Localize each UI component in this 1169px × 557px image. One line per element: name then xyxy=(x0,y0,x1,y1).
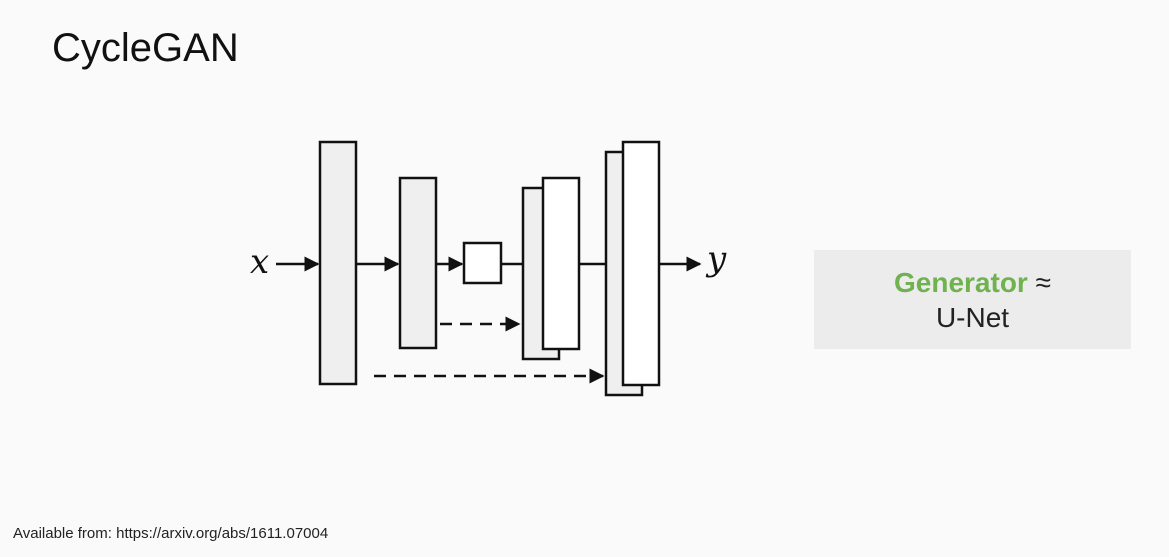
bottleneck-block xyxy=(462,241,503,285)
decoder-block-2 xyxy=(621,140,661,387)
slide-title: CycleGAN xyxy=(52,26,239,70)
callout-highlight: Generator xyxy=(894,266,1028,298)
generator-callout: Generator ≈ U-Net xyxy=(814,250,1131,349)
callout-text: U-Net xyxy=(935,301,1010,333)
encoder-block-2 xyxy=(398,176,438,350)
callout-approx-symbol: ≈ xyxy=(1035,266,1051,298)
citation: Available from: https://arxiv.org/abs/16… xyxy=(13,525,329,542)
output-label: y xyxy=(705,239,727,279)
encoder-block-1 xyxy=(318,140,358,386)
decoder-block-1 xyxy=(541,176,581,351)
callout-line-1: Generator ≈ xyxy=(894,265,1051,300)
input-label: x xyxy=(250,242,269,282)
